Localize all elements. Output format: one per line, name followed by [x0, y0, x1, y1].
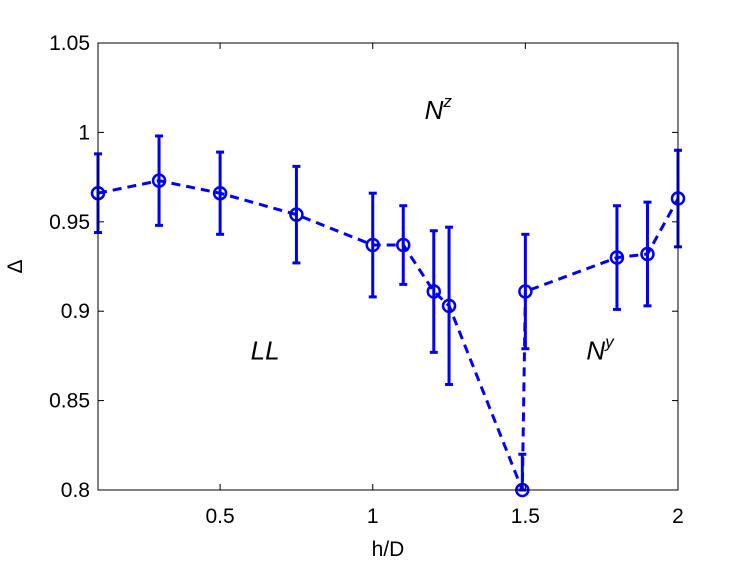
data-point — [212, 185, 228, 201]
x-tick-label: 1.5 — [511, 505, 540, 528]
chart-marks — [90, 134, 686, 498]
region-label-superscript: y — [604, 332, 615, 351]
y-tick-label: 0.8 — [61, 479, 90, 502]
y-axis-label: Δ — [4, 259, 27, 273]
region-label: Ny — [586, 332, 615, 365]
data-point — [426, 284, 442, 299]
data-point — [396, 237, 411, 253]
data-point — [289, 207, 304, 222]
data-point — [609, 250, 625, 265]
x-tick-label: 2 — [672, 505, 684, 528]
y-tick-label: 0.9 — [61, 300, 90, 323]
x-axis-label: h/D — [372, 538, 405, 561]
data-point — [365, 237, 380, 253]
x-tick-label: 1 — [367, 505, 379, 528]
region-label: LL — [251, 335, 280, 365]
plot-area-frame — [97, 42, 679, 491]
y-tick-label: 1 — [78, 121, 90, 144]
data-point — [441, 298, 457, 314]
region-label-superscript: z — [442, 92, 452, 111]
region-label: Nz — [425, 92, 453, 125]
x-tick-label: 0.5 — [206, 505, 235, 528]
y-tick-label: 0.95 — [49, 211, 90, 234]
x-axis-ticks: 0.5 1 1.5 2 — [206, 43, 684, 528]
y-tick-label: 1.05 — [49, 32, 90, 55]
y-axis-ticks: 0.8 0.85 0.9 0.95 1 1.05 — [49, 32, 678, 502]
data-point — [518, 284, 533, 299]
y-tick-label: 0.85 — [49, 390, 90, 413]
data-point — [640, 246, 655, 262]
data-point — [151, 173, 167, 188]
